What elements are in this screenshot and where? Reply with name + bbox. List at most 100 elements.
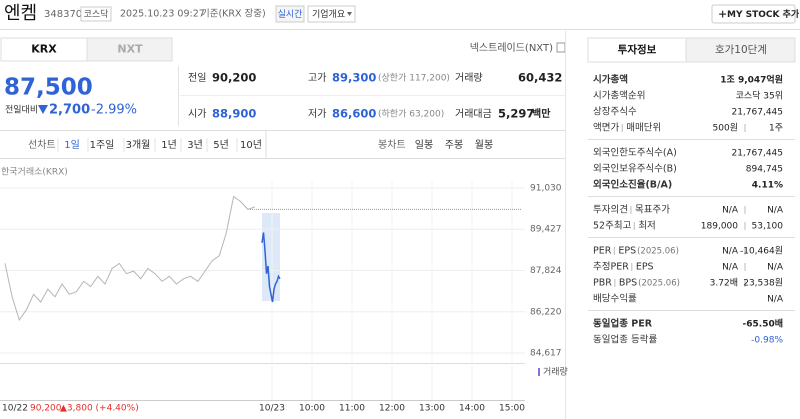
nxt-link: 넥스트레이드(NXT) xyxy=(470,42,553,54)
stat-label: 저가 xyxy=(308,108,326,120)
info-label: 동일업종 등락률 xyxy=(593,334,657,346)
info-label: 상장주식수 xyxy=(593,107,637,118)
invest-tab[interactable]: 투자정보 xyxy=(618,43,657,56)
x-tick-label: 10/22 xyxy=(2,404,28,414)
stat-label: 시가 xyxy=(188,108,206,120)
info-label: 시가총액 xyxy=(593,74,628,86)
stat-label: 거래량 xyxy=(455,72,483,84)
volume-icon xyxy=(538,368,540,376)
period-tab[interactable]: 5년 xyxy=(213,139,229,151)
stat-unit: 백만 xyxy=(532,107,551,120)
realtime: 실시간 xyxy=(278,9,303,20)
market-badge xyxy=(80,6,112,22)
exchange-tab[interactable]: KRX xyxy=(31,43,57,56)
volume-label: 거래량 xyxy=(543,366,568,378)
x-tick-label: 10:00 xyxy=(299,404,325,414)
basis: 기준(KRX 장중) xyxy=(201,9,266,20)
info-note: (2025.06) xyxy=(637,247,679,257)
link-icon xyxy=(556,42,566,53)
info-value: N/A xyxy=(767,295,784,305)
info-value: N/A xyxy=(722,263,739,273)
change: 2,700 xyxy=(49,103,90,118)
stat-label: 전일 xyxy=(188,72,206,84)
info-value: N/A xyxy=(722,206,739,216)
y-tick-label: 84,617 xyxy=(530,349,562,359)
invest-tab[interactable]: 호가10단계 xyxy=(715,44,767,56)
info-value: 189,000 xyxy=(701,222,738,232)
info-label: 시가총액순위 xyxy=(593,90,645,102)
stat-label: 고가 xyxy=(308,72,326,84)
stat-value: 60,432 xyxy=(518,71,562,85)
down-arrow xyxy=(38,105,48,114)
period-tab[interactable]: 주봉 xyxy=(445,139,463,151)
stat-label: 거래대금 xyxy=(455,108,492,120)
info-value: 500원 xyxy=(713,123,738,134)
dropdown-arrow xyxy=(347,12,352,16)
period-tab[interactable]: 1주일 xyxy=(90,139,115,151)
info-label: 외국인소진율(B/A) xyxy=(593,179,672,191)
info-value: N/A xyxy=(767,263,784,273)
period-tab[interactable]: 월봉 xyxy=(475,139,493,151)
tab-selected xyxy=(0,37,88,62)
market: 코스닥 xyxy=(84,9,109,20)
info-label: 외국인보유주식수(B) xyxy=(593,163,677,175)
y-tick-label: 91,030 xyxy=(530,184,562,194)
info-note: (2025.06) xyxy=(638,279,680,289)
info-value: 1조 9,047억원 xyxy=(720,74,783,86)
overview-button[interactable] xyxy=(307,5,356,23)
info-label: 최저 xyxy=(638,221,655,232)
footer-price: 90,200 xyxy=(30,404,62,414)
info-value: N/A xyxy=(722,247,739,257)
info-label: BPS xyxy=(619,278,637,289)
stat-value: 90,200 xyxy=(212,71,256,85)
info-value: 4.11% xyxy=(752,181,783,191)
datetime: 2025.10.23 09:27 xyxy=(120,9,205,20)
period-tab[interactable]: 3년 xyxy=(187,139,203,151)
info-value: 894,745 xyxy=(746,165,783,175)
info-value: N/A xyxy=(767,206,784,216)
info-value: -0.98% xyxy=(751,336,783,346)
info-label: 외국인한도주식수(A) xyxy=(593,147,677,159)
footer-change: ▲3,800 (+4.40%) xyxy=(60,404,139,414)
change-label: 전일대비 xyxy=(5,105,38,116)
period-tab[interactable]: 일봉 xyxy=(415,139,433,151)
info-label: EPS xyxy=(636,262,654,273)
overview: 기업개요 xyxy=(312,9,345,20)
info-value: 3.72배 xyxy=(710,278,738,289)
period-label: 선차트 xyxy=(28,139,56,151)
x-tick-label: 15:00 xyxy=(499,404,525,414)
x-tick-label: 13:00 xyxy=(419,404,445,414)
x-tick-label: 10/23 xyxy=(259,404,285,414)
stat-value: 88,900 xyxy=(212,107,256,121)
change-pct: -2.99% xyxy=(91,103,137,118)
chart-source: 한국거래소(KRX) xyxy=(1,167,68,178)
info-value: 21,767,445 xyxy=(731,108,783,118)
info-label: PBR xyxy=(593,278,612,289)
info-label: 투자의견 xyxy=(593,204,628,216)
info-label: 목표주가 xyxy=(635,205,670,216)
x-tick-label: 14:00 xyxy=(459,404,485,414)
info-value: 1주 xyxy=(769,123,783,134)
y-tick-label: 86,220 xyxy=(530,307,562,317)
period-tab[interactable]: 1일 xyxy=(64,139,80,151)
invest-tab-selected xyxy=(587,37,687,63)
stat-note: (하한가 63,200) xyxy=(378,109,444,120)
stock-name: 엔켐 xyxy=(4,3,37,24)
period-tab[interactable]: 3개월 xyxy=(126,139,151,151)
info-value: 코스닥 35위 xyxy=(736,91,783,102)
y-tick-label: 87,824 xyxy=(530,266,562,276)
realtime-badge xyxy=(275,5,305,23)
period-tab[interactable]: 1년 xyxy=(161,139,177,151)
my-stock-button[interactable] xyxy=(711,4,796,24)
price: 87,500 xyxy=(4,75,93,101)
my-stock: MY STOCK 추가 xyxy=(727,8,800,20)
stat-value: 5,297 xyxy=(498,107,534,121)
exchange-tab[interactable]: NXT xyxy=(117,43,143,56)
info-value: 23,538원 xyxy=(743,278,783,289)
info-label: 동일업종 PER xyxy=(593,318,653,330)
info-label: PER xyxy=(593,246,612,257)
info-label: 매매단위 xyxy=(626,122,661,134)
price-line xyxy=(4,195,256,322)
info-label: 액면가 xyxy=(593,122,619,134)
period-tab[interactable]: 10년 xyxy=(240,139,262,151)
